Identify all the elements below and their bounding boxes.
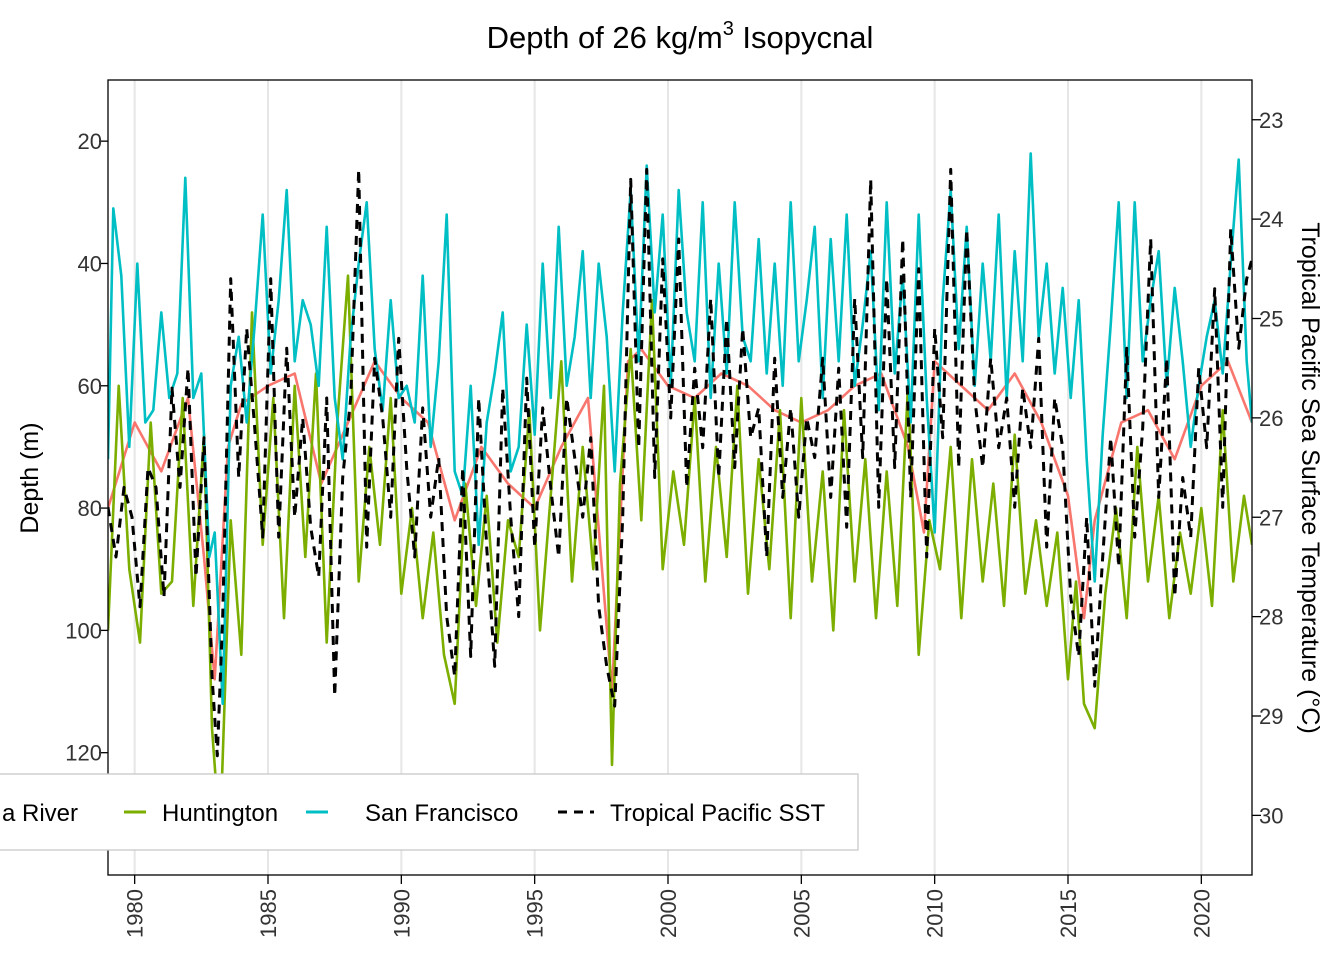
y2-axis-title: Tropical Pacific Sea Surface Temperature… bbox=[1296, 222, 1324, 734]
x-tick-label: 1990 bbox=[389, 889, 414, 938]
x-tick-label: 1995 bbox=[523, 889, 548, 938]
plot-panel-border bbox=[107, 79, 1253, 876]
series-group bbox=[108, 152, 1252, 840]
y2-tick-label: 26 bbox=[1259, 406, 1283, 431]
x-tick-label: 1980 bbox=[123, 889, 148, 938]
y2-tick-label: 28 bbox=[1259, 605, 1283, 630]
y-tick-label: 120 bbox=[65, 741, 102, 766]
chart-title-end: Isopycnal bbox=[734, 20, 874, 55]
legend: a River Huntington San Francisco Tropical P… bbox=[0, 773, 859, 851]
y-tick-label: 40 bbox=[78, 251, 102, 276]
x-tick-label: 2000 bbox=[656, 889, 681, 938]
y-tick-label: 100 bbox=[65, 618, 102, 643]
y2-tick-label: 24 bbox=[1259, 207, 1283, 232]
series-line-1 bbox=[108, 274, 1252, 840]
series-line-3 bbox=[108, 167, 1252, 758]
x-tick-label: 2010 bbox=[923, 889, 948, 938]
y2-tick-label: 23 bbox=[1259, 108, 1283, 133]
y-tick-label: 80 bbox=[78, 496, 102, 521]
y2-tick-label: 25 bbox=[1259, 307, 1283, 332]
chart-title: Depth of 26 kg/m3 Isopycnal bbox=[487, 18, 874, 55]
y2-tick-label: 27 bbox=[1259, 505, 1283, 530]
chart-title-superscript: 3 bbox=[723, 18, 734, 40]
axes: 1980 1985 1990 1995 2000 2005 2010 2015 20202040… bbox=[65, 108, 1283, 938]
y2-tick-label: 29 bbox=[1259, 704, 1283, 729]
series-line-2 bbox=[108, 152, 1252, 706]
y2-tick-label: 30 bbox=[1259, 803, 1283, 828]
legend-label-2: San Francisco bbox=[365, 800, 518, 827]
legend-label-1: Huntington bbox=[162, 800, 278, 827]
x-tick-label: 2015 bbox=[1056, 889, 1081, 938]
x-tick-label: 2020 bbox=[1189, 889, 1214, 938]
x-tick-label: 2005 bbox=[789, 889, 814, 938]
y-tick-label: 20 bbox=[78, 129, 102, 154]
series-lines bbox=[108, 152, 1252, 840]
legend-label-0: a River bbox=[2, 800, 78, 827]
y-tick-label: 60 bbox=[78, 374, 102, 399]
x-tick-label: 1985 bbox=[256, 889, 281, 938]
legend-label-3: Tropical Pacific SST bbox=[610, 800, 826, 827]
chart-title-main: Depth of 26 kg/m bbox=[487, 20, 723, 55]
y-axis-title: Depth (m) bbox=[16, 422, 44, 533]
